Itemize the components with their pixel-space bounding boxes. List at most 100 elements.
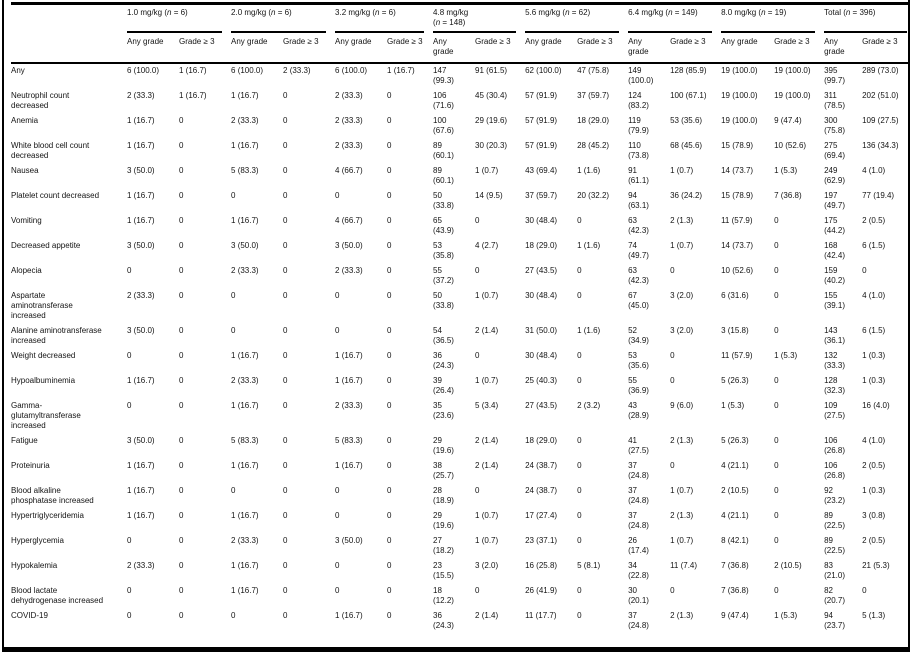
- table-cell: 1 (16.7): [127, 215, 155, 225]
- table-cell: 1 (16.7): [231, 460, 259, 470]
- group-header-3-2-mgkg: 3.2 mg/kg (n = 6): [335, 4, 433, 34]
- table-cell: 19 (100.0): [774, 65, 811, 75]
- table-cell: 37 (24.8): [628, 510, 649, 530]
- table-cell: 0: [283, 535, 288, 545]
- table-cell: 0: [335, 560, 340, 570]
- table-cell: 2 (1.3): [670, 435, 694, 445]
- table-cell: 11 (57.9): [721, 215, 753, 225]
- table-cell: 1 (1.6): [577, 165, 601, 175]
- table-cell: 8 (42.1): [721, 535, 749, 545]
- table-cell: 1 (16.7): [231, 400, 259, 410]
- corner-cell: [11, 3, 127, 64]
- table-row: Fatigue 3 (50.0) 0 5 (83.3) 0 5 (83.3) 0…: [11, 434, 908, 459]
- table-cell: 0: [774, 375, 779, 385]
- table-cell: 1 (0.7): [475, 535, 499, 545]
- table-cell: 4 (66.7): [335, 215, 363, 225]
- table-cell: 311 (78.5): [824, 90, 845, 110]
- table-cell: 91 (61.1): [628, 165, 649, 185]
- table-cell: 0: [283, 460, 288, 470]
- table-cell: 15 (78.9): [721, 190, 754, 200]
- table-cell: 1 (16.7): [335, 350, 363, 360]
- table-cell: 1 (0.7): [475, 510, 499, 520]
- table-cell: 94 (63.1): [628, 190, 649, 210]
- table-cell: 0: [283, 350, 288, 360]
- table-cell: 106 (26.8): [824, 435, 845, 455]
- table-cell: 0: [475, 585, 480, 595]
- row-label: Hypoalbuminemia: [11, 375, 76, 385]
- table-cell: 106 (26.8): [824, 460, 845, 480]
- table-cell: 0: [387, 585, 392, 595]
- table-cell: 119 (79.9): [628, 115, 649, 135]
- table-cell: 30 (48.4): [525, 290, 558, 300]
- table-cell: 0: [577, 215, 582, 225]
- table-cell: 0: [577, 265, 582, 275]
- table-cell: 28 (18.9): [433, 485, 454, 505]
- group-header-1-0-mgkg: 1.0 mg/kg (n = 6): [127, 4, 231, 34]
- table-cell: 0: [179, 585, 184, 595]
- table-cell: 0: [335, 290, 340, 300]
- table-cell: 43 (69.4): [525, 165, 558, 175]
- table-row: Blood lactate dehydrogenase increased 0 …: [11, 584, 908, 609]
- row-label: Weight decreased: [11, 350, 76, 360]
- table-cell: 100 (67.6): [433, 115, 454, 135]
- table-cell: 0: [774, 510, 779, 520]
- table-cell: 19 (100.0): [774, 90, 811, 100]
- table-cell: 0: [387, 435, 392, 445]
- table-cell: 1 (1.6): [577, 240, 601, 250]
- table-cell: 2 (1.4): [475, 435, 499, 445]
- table-cell: 0: [179, 190, 184, 200]
- table-cell: 0: [577, 350, 582, 360]
- table-cell: 0: [774, 460, 779, 470]
- table-cell: 175 (44.2): [824, 215, 845, 235]
- table-cell: 0: [231, 290, 236, 300]
- table-cell: 74 (49.7): [628, 240, 649, 260]
- table-row: Hypoalbuminemia 1 (16.7) 0 2 (33.3) 0 1 …: [11, 374, 908, 399]
- row-label: Vomiting: [11, 215, 42, 225]
- table-cell: 14 (9.5): [475, 190, 503, 200]
- table-cell: 37 (24.8): [628, 485, 649, 505]
- table-cell: 0: [335, 510, 340, 520]
- table-cell: 0: [179, 140, 184, 150]
- table-cell: 5 (83.3): [231, 435, 259, 445]
- table-cell: 4 (66.7): [335, 165, 363, 175]
- table-row: White blood cell count decreased 1 (16.7…: [11, 139, 908, 164]
- col-header-any-grade: Any grade: [127, 33, 179, 64]
- table-cell: 18 (29.0): [525, 240, 558, 250]
- dose-group-label: Total (n = 396): [824, 8, 876, 17]
- table-cell: 36 (24.3): [433, 350, 454, 370]
- row-label: Blood alkaline phosphatase increased: [11, 485, 94, 505]
- table-cell: 202 (51.0): [862, 90, 899, 100]
- table-cell: 1 (16.7): [127, 510, 155, 520]
- row-label: Hyperglycemia: [11, 535, 64, 545]
- table-cell: 2 (33.3): [231, 265, 259, 275]
- table-cell: 168 (42.4): [824, 240, 845, 260]
- table-cell: 2 (1.3): [670, 610, 694, 620]
- table-cell: 1 (16.7): [231, 510, 259, 520]
- table-cell: 37 (59.7): [577, 90, 610, 100]
- table-cell: 55 (36.9): [628, 375, 649, 395]
- group-header-5-6-mgkg: 5.6 mg/kg (n = 62): [525, 4, 628, 34]
- table-cell: 29 (19.6): [433, 435, 454, 455]
- col-header-any-grade: Any grade: [433, 33, 476, 64]
- row-label: Alopecia: [11, 265, 42, 275]
- table-cell: 1 (16.7): [231, 215, 259, 225]
- table-cell: 1 (16.7): [127, 460, 155, 470]
- table-cell: 3 (15.8): [721, 325, 749, 335]
- table-cell: 0: [127, 265, 132, 275]
- table-cell: 57 (91.9): [525, 90, 558, 100]
- table-row: Hypokalemia 2 (33.3) 0 1 (16.7) 0 0 0 23…: [11, 559, 908, 584]
- table-cell: 68 (45.6): [670, 140, 703, 150]
- table-cell: 1 (0.3): [862, 375, 886, 385]
- table-cell: 27 (43.5): [525, 400, 558, 410]
- table-cell: 0: [475, 485, 480, 495]
- table-cell: 0: [387, 535, 392, 545]
- table-cell: 3 (2.0): [670, 290, 694, 300]
- table-cell: 1 (0.7): [670, 165, 694, 175]
- table-cell: 249 (62.9): [824, 165, 845, 185]
- table-cell: 0: [577, 610, 582, 620]
- table-cell: 3 (50.0): [127, 165, 155, 175]
- row-label: Hypertriglyceridemia: [11, 510, 84, 520]
- table-cell: 89 (60.1): [433, 165, 454, 185]
- table-cell: 0: [774, 400, 779, 410]
